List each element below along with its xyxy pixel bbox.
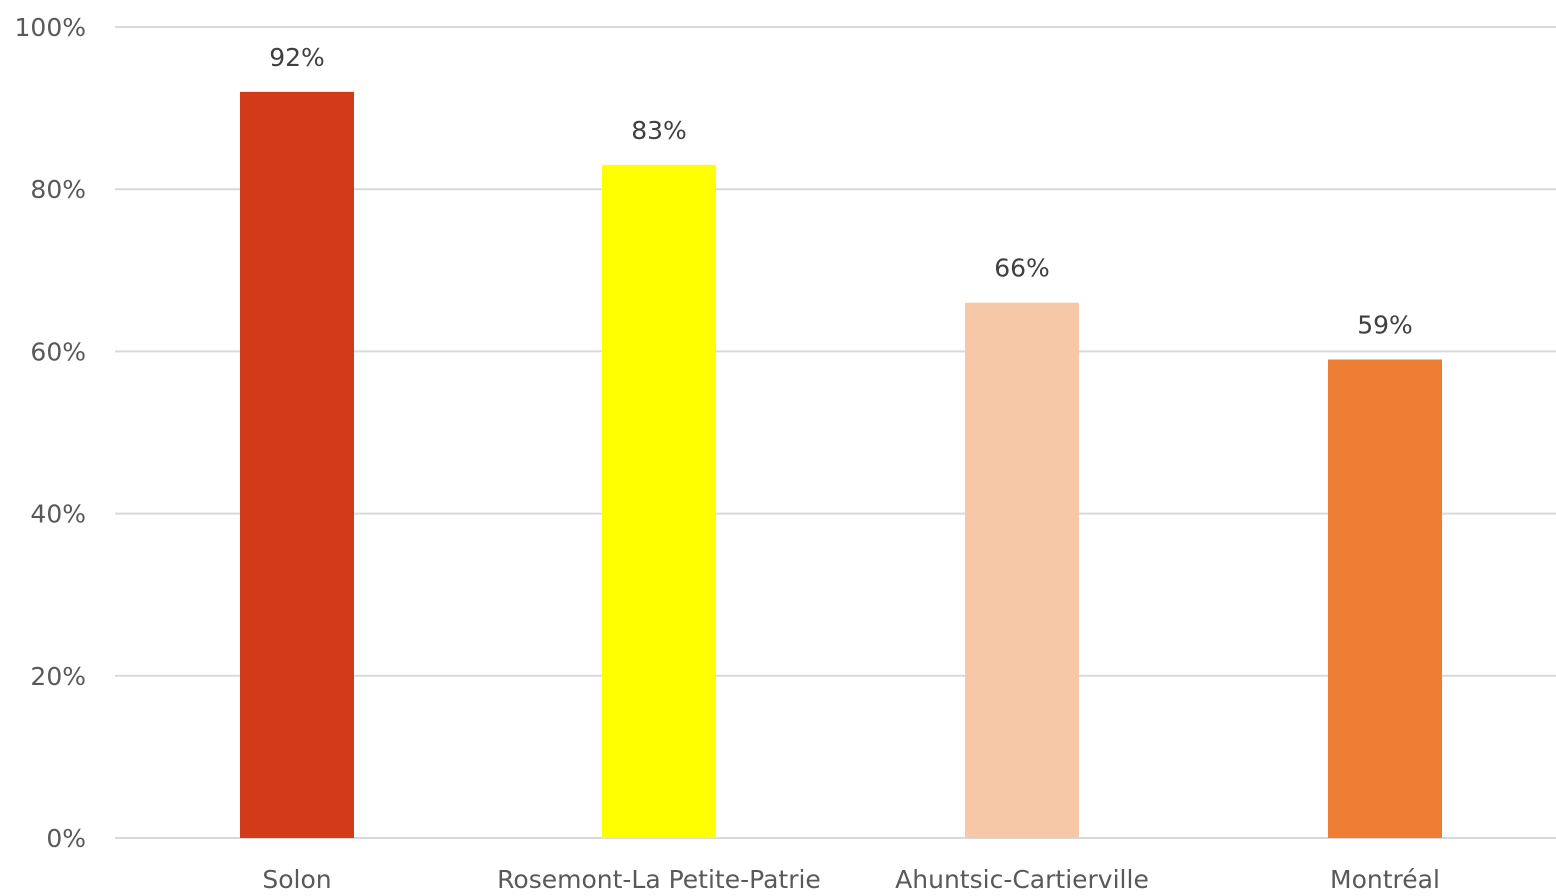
data-label: 83% xyxy=(631,116,687,145)
bar xyxy=(965,302,1079,838)
x-category-label: Montréal xyxy=(1330,865,1440,892)
data-labels: 92% 83% 66% 59% xyxy=(269,43,1413,340)
y-tick-label: 60% xyxy=(30,337,86,366)
x-category-label: Rosemont-La Petite-Patrie xyxy=(497,865,821,892)
data-label: 66% xyxy=(994,254,1050,283)
y-tick-label: 0% xyxy=(46,824,86,853)
data-label: 92% xyxy=(269,43,325,72)
bar xyxy=(1328,359,1442,838)
y-tick-label: 20% xyxy=(30,662,86,691)
bar xyxy=(240,91,354,838)
bar xyxy=(602,164,716,838)
y-axis-tick-labels: 0% 20% 40% 60% 80% 100% xyxy=(15,13,86,853)
data-label: 59% xyxy=(1357,311,1413,340)
y-tick-label: 80% xyxy=(30,175,86,204)
y-tick-label: 100% xyxy=(15,13,86,42)
x-category-label: Solon xyxy=(262,865,331,892)
x-category-label: Ahuntsic-Cartierville xyxy=(895,865,1149,892)
x-axis-category-labels: Solon Rosemont-La Petite-Patrie Ahuntsic-C… xyxy=(262,865,1440,894)
gridlines xyxy=(115,26,1556,839)
bars xyxy=(240,91,1442,838)
y-tick-label: 40% xyxy=(30,500,86,529)
